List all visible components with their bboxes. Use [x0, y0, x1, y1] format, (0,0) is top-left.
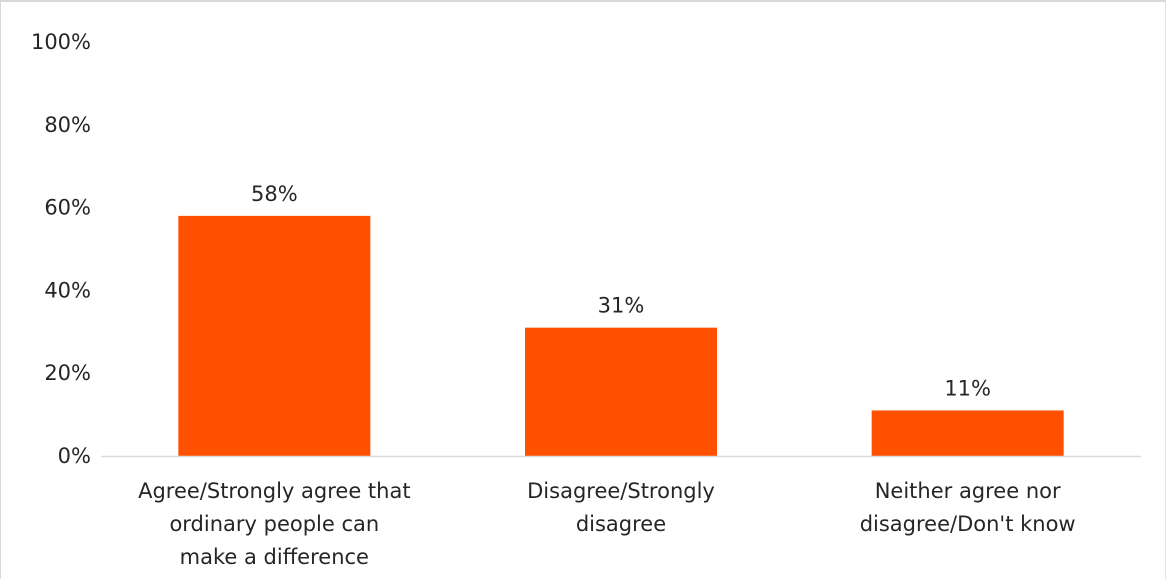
data-label: 31% — [598, 294, 645, 318]
category-label-line: ordinary people can — [169, 512, 379, 536]
y-tick-label: 60% — [44, 196, 91, 220]
bar — [178, 215, 371, 456]
y-axis: 0% 20% 40% 60% 80% 100% — [31, 30, 91, 468]
category-label: Agree/Strongly agree that ordinary people… — [138, 479, 410, 569]
bars — [178, 215, 1064, 456]
bar — [871, 410, 1064, 456]
category-label-line: Neither agree nor — [875, 479, 1061, 503]
category-label-line: disagree/Don't know — [860, 512, 1076, 536]
y-tick-label: 40% — [44, 278, 91, 302]
category-label-line: make a difference — [180, 545, 369, 569]
category-label-line: Agree/Strongly agree that — [138, 479, 410, 503]
category-label-line: Disagree/Strongly — [527, 479, 715, 503]
y-tick-label: 0% — [58, 444, 91, 468]
y-tick-label: 100% — [31, 30, 91, 54]
category-labels: Agree/Strongly agree that ordinary people… — [138, 479, 1076, 569]
category-label-line: disagree — [576, 512, 666, 536]
data-labels: 58% 31% 11% — [251, 182, 991, 401]
data-label: 58% — [251, 182, 298, 206]
bar — [525, 327, 717, 456]
category-label: Neither agree nor disagree/Don't know — [860, 479, 1076, 536]
y-tick-label: 20% — [44, 361, 91, 385]
category-label: Disagree/Strongly disagree — [527, 479, 715, 536]
data-label: 11% — [944, 376, 991, 400]
y-tick-label: 80% — [44, 113, 91, 137]
